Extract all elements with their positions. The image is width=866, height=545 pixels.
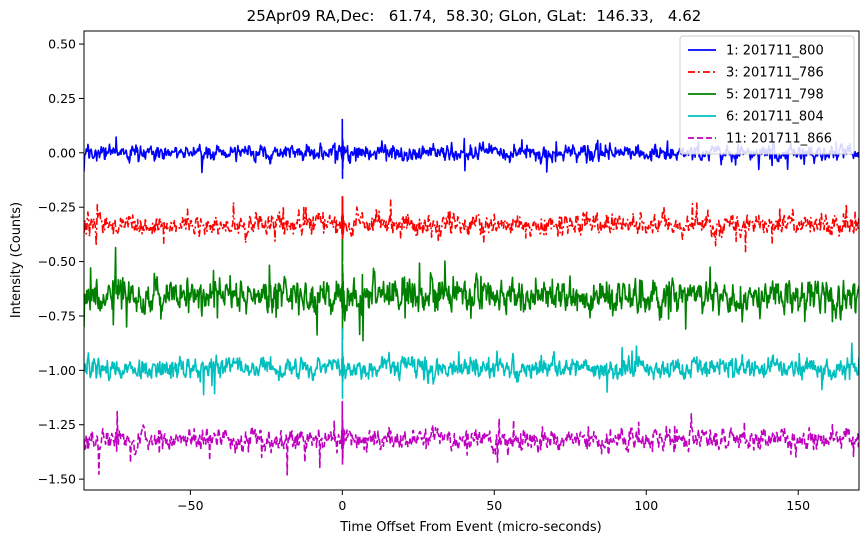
series-transient (340, 328, 345, 399)
y-tick-label: −1.50 (38, 472, 76, 487)
y-tick-label: −0.25 (38, 200, 76, 215)
legend-label: 11: 201711_866 (726, 132, 832, 147)
x-axis-label: Time Offset From Event (micro-seconds) (339, 520, 602, 535)
series-transient (340, 118, 345, 179)
x-tick-label: 50 (486, 498, 502, 513)
legend: 1: 201711_800 3: 201711_786 5: 201711_798 6… (679, 35, 855, 155)
legend-label: 3: 201711_786 (726, 66, 824, 81)
series-transient (340, 196, 345, 261)
plot-area (83, 30, 860, 491)
x-tick-label: −50 (177, 498, 203, 513)
y-tick-label: 0.50 (48, 37, 76, 52)
x-tick-label: 0 (338, 498, 346, 513)
y-axis-label: Intensity (Counts) (9, 202, 24, 318)
legend-label: 5: 201711_798 (726, 88, 824, 103)
series-line (84, 246, 859, 342)
y-tick-label: −0.75 (38, 308, 76, 323)
series-line (84, 410, 859, 476)
series-line (84, 199, 859, 253)
x-axis: −50 0 50 100 150 (177, 490, 810, 513)
y-tick-label: −1.00 (38, 363, 76, 378)
series-line (84, 342, 859, 396)
x-tick-label: 100 (634, 498, 658, 513)
chart-title: 25Apr09 RA,Dec: 61.74, 58.30; GLon, GLat… (247, 7, 702, 25)
legend-box (679, 35, 855, 155)
legend-label: 1: 201711_800 (726, 44, 824, 59)
series-transient (340, 401, 345, 465)
x-tick-label: 150 (786, 498, 810, 513)
y-axis: 0.50 0.25 0.00 −0.25 −0.50 −0.75 −1.00 −1.25 −1.… (38, 37, 84, 487)
legend-label: 6: 201711_804 (726, 110, 824, 125)
series-transient (340, 239, 345, 340)
plot-frame (83, 30, 860, 491)
y-tick-label: 0.00 (48, 145, 76, 160)
y-tick-label: 0.25 (48, 91, 76, 106)
y-tick-label: −1.25 (38, 417, 76, 432)
y-tick-label: −0.50 (38, 254, 76, 269)
